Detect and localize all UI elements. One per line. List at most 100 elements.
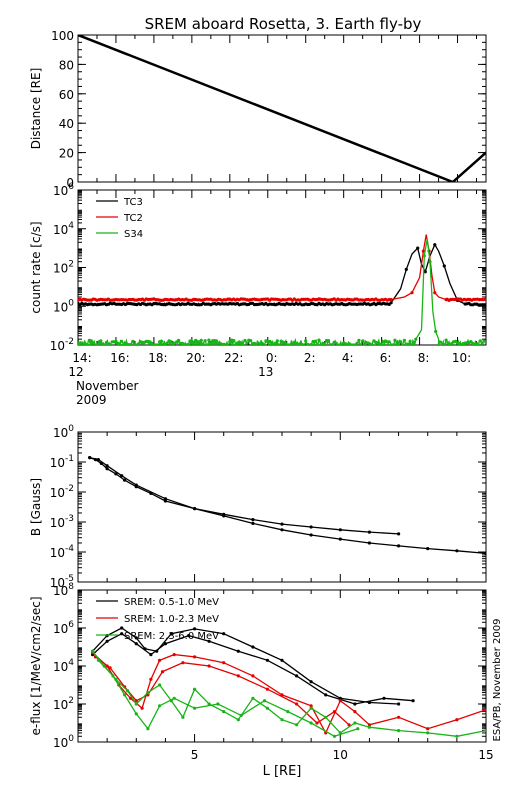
data-point	[275, 339, 279, 343]
data-point	[444, 338, 448, 342]
data-point	[118, 342, 122, 345]
data-point	[163, 497, 167, 501]
data-point	[309, 680, 313, 684]
data-point	[251, 674, 255, 678]
b-field-panel: 100 10-1 10-2 10-3 10-4 10-5 B [Gauss]	[29, 424, 487, 590]
data-point	[315, 343, 319, 345]
data-point	[484, 551, 486, 555]
data-point	[222, 632, 226, 636]
data-point	[426, 731, 430, 735]
data-point	[163, 642, 167, 646]
data-point	[315, 721, 319, 725]
data-point	[399, 340, 403, 344]
data-point	[105, 467, 109, 471]
data-point	[416, 246, 420, 250]
date-label: 12	[68, 365, 83, 379]
data-point	[393, 338, 397, 342]
x-tick-label: 10:	[452, 351, 471, 365]
x-caption: November	[76, 379, 138, 393]
data-point	[408, 339, 412, 343]
data-point	[108, 666, 112, 670]
data-point	[406, 342, 410, 345]
data-point	[426, 727, 430, 731]
data-point	[434, 329, 438, 334]
x-tick-label: 2:	[304, 351, 316, 365]
x-tick-label: 10	[333, 748, 348, 762]
data-point	[187, 634, 191, 638]
data-point	[367, 541, 371, 545]
data-point	[442, 264, 446, 268]
data-point	[80, 341, 84, 345]
side-note: ESA/PB, November 2009	[492, 619, 503, 742]
data-point	[134, 642, 138, 646]
data-point	[367, 530, 371, 534]
y-tick-label: 102	[53, 260, 74, 276]
data-point	[239, 713, 243, 718]
data-point	[397, 343, 401, 345]
x-tick-label: 14:	[72, 351, 91, 365]
data-point	[295, 674, 299, 678]
count-rate-panel: 106 104 102 100 10-214: 16: 18: 20: 22: 0: 2: 4: 6: 8…	[29, 182, 487, 407]
data-point	[177, 338, 181, 342]
data-point	[137, 342, 141, 345]
y-axis-label: count rate [c/s]	[29, 221, 43, 313]
data-point	[412, 340, 416, 344]
data-point	[402, 338, 406, 342]
data-point	[256, 341, 260, 345]
data-point	[397, 532, 401, 536]
data-point	[205, 343, 209, 345]
data-point	[400, 343, 405, 345]
data-point	[243, 338, 247, 343]
data-point	[232, 338, 236, 343]
data-point	[89, 339, 93, 343]
y-tick-label: 100	[51, 29, 74, 43]
data-point	[120, 474, 124, 478]
data-point	[324, 693, 328, 697]
date-label: 13	[258, 365, 273, 379]
data-point	[192, 340, 196, 344]
data-point	[367, 723, 371, 727]
data-point	[484, 340, 486, 344]
data-point	[262, 699, 267, 703]
y-tick-label: 100	[53, 298, 74, 314]
data-point	[193, 507, 197, 511]
data-point	[353, 710, 357, 714]
series-line	[95, 656, 350, 726]
data-point	[423, 270, 427, 274]
data-point	[158, 683, 162, 687]
data-point	[265, 687, 269, 691]
series-group	[96, 658, 360, 738]
data-point	[380, 343, 384, 345]
data-point	[426, 547, 430, 551]
data-point	[286, 710, 290, 714]
data-point	[85, 343, 90, 345]
data-point	[251, 696, 255, 700]
series-line	[78, 234, 486, 302]
x-tick-label: 6:	[380, 351, 392, 365]
data-point	[330, 343, 334, 345]
data-point	[280, 522, 284, 526]
data-point	[172, 696, 176, 700]
x-tick-label: 20:	[186, 351, 205, 365]
data-point	[332, 710, 337, 714]
data-point	[156, 343, 160, 345]
data-point	[105, 639, 109, 643]
data-point	[134, 702, 138, 706]
y-tick-label: 108	[53, 582, 74, 598]
data-point	[193, 655, 197, 659]
data-point	[241, 343, 245, 345]
data-point	[251, 521, 255, 526]
data-point	[309, 706, 313, 710]
data-point	[397, 729, 401, 733]
x-tick-label: 16:	[110, 351, 129, 365]
y-tick-label: 0	[66, 176, 74, 190]
data-point	[96, 458, 100, 462]
data-point	[158, 704, 162, 708]
y-tick-label: 10-3	[50, 514, 74, 530]
series-line	[97, 659, 359, 738]
data-point	[437, 343, 441, 345]
data-point	[455, 549, 459, 553]
data-point	[280, 658, 284, 662]
data-point	[338, 528, 342, 532]
data-point	[131, 339, 135, 343]
